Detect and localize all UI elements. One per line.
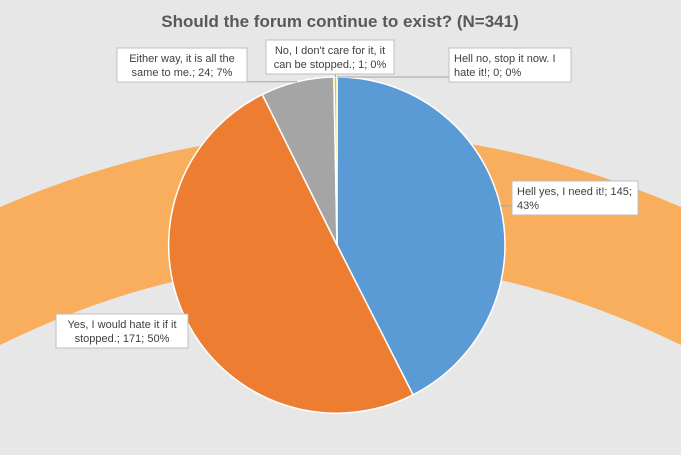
data-label-box bbox=[511, 180, 639, 216]
data-label-4: No, I don't care for it, it can be stoppe… bbox=[265, 39, 395, 75]
data-label-box bbox=[265, 39, 395, 75]
data-label-1: Hell yes, I need it!; 145; 43% bbox=[511, 180, 639, 216]
chart-title: Should the forum continue to exist? (N=3… bbox=[161, 12, 519, 31]
pie-slice-4 bbox=[333, 76, 338, 246]
data-label-text: Either way, it is all the same to me.; 24… bbox=[129, 53, 235, 79]
data-label-text: Yes, I would hate it if it stopped.; 171;… bbox=[67, 319, 176, 345]
data-label-3: Either way, it is all the same to me.; 24… bbox=[116, 47, 248, 83]
data-labels: Hell yes, I need it!; 145; 43% Yes, I woul… bbox=[55, 39, 639, 349]
data-label-text: Hell yes, I need it!; 145; 43% bbox=[517, 186, 632, 212]
data-label-box bbox=[116, 47, 248, 83]
data-label-2: Yes, I would hate it if it stopped.; 171;… bbox=[55, 313, 189, 349]
data-label-text: No, I don't care for it, it can be stoppe… bbox=[274, 45, 387, 71]
pie-slice-1 bbox=[336, 76, 506, 396]
pie-slices bbox=[167, 76, 506, 414]
data-label-box bbox=[448, 47, 572, 83]
data-label-box bbox=[55, 313, 189, 349]
